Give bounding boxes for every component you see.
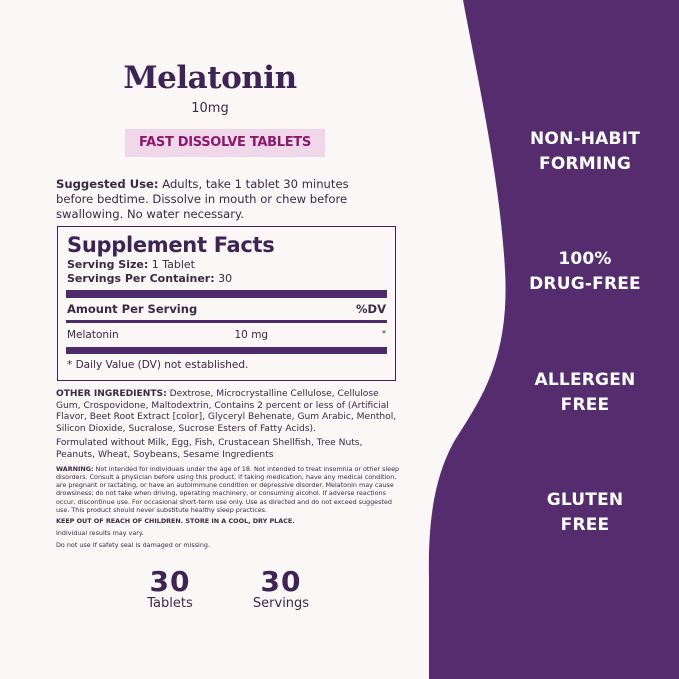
warning-text: WARNING: Not intended for individuals un… <box>56 464 400 515</box>
allergen-statement: Formulated without Milk, Egg, Fish, Crus… <box>56 438 363 460</box>
divider-bottom <box>66 347 387 354</box>
label-fine-print: OTHER INGREDIENTS: Dextrose, Microcrysta… <box>56 389 401 549</box>
claim-gluten-free: GLUTEN FREE <box>546 490 624 535</box>
divider-medium <box>66 320 387 323</box>
seal-note: Do not use if safety seal is damaged or … <box>56 541 210 550</box>
dv-footnote: * Daily Value (DV) not established. <box>67 359 249 371</box>
results-note: Individual results may vary. <box>56 529 144 538</box>
fast-dissolve-badge: FAST DISSOLVE TABLETS <box>125 129 325 157</box>
product-dose: 10mg <box>191 101 229 116</box>
supplement-facts-panel: Supplement Facts Serving Size: 1 Tablet … <box>57 226 396 381</box>
serving-size: Serving Size: 1 Tablet <box>67 258 195 271</box>
facts-header-row: Amount Per Serving %DV <box>67 302 386 316</box>
stat-servings: 30 Servings <box>252 565 310 611</box>
keep-out-notice: KEEP OUT OF REACH OF CHILDREN. STORE IN … <box>56 517 295 526</box>
suggested-use: Suggested Use: Adults, take 1 tablet 30 … <box>56 177 349 221</box>
product-name: Melatonin <box>123 60 297 96</box>
servings-per-container: Servings Per Container: 30 <box>67 272 233 285</box>
claim-non-habit-forming: NON-HABIT FORMING <box>529 129 641 174</box>
stat-tablets: 30 Tablets <box>147 565 193 611</box>
other-ingredients: OTHER INGREDIENTS: Dextrose, Microcrysta… <box>56 389 397 434</box>
facts-row-melatonin: Melatonin 10 mg * <box>67 329 386 341</box>
claim-drug-free: 100% DRUG-FREE <box>529 249 641 294</box>
claim-allergen-free: ALLERGEN FREE <box>534 370 636 415</box>
divider-thick <box>66 290 387 298</box>
supplement-facts-title: Supplement Facts <box>67 233 275 257</box>
